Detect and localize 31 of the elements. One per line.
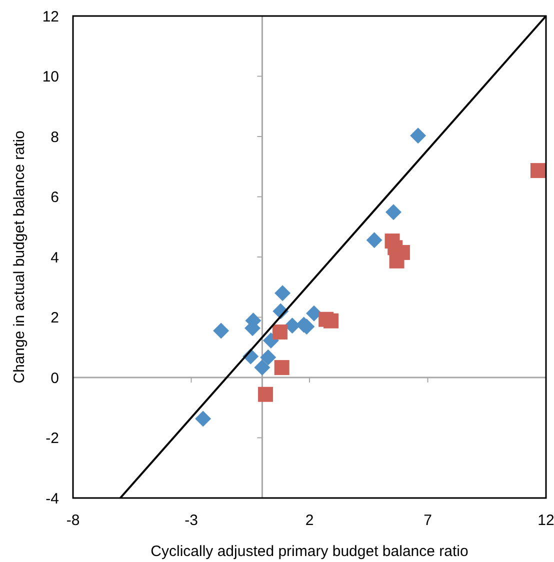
point xyxy=(274,360,290,376)
point xyxy=(306,305,322,322)
point xyxy=(195,410,212,427)
x-tick-label: -3 xyxy=(184,512,198,529)
point xyxy=(272,324,288,340)
x-tick-label: 7 xyxy=(424,512,432,529)
point xyxy=(410,128,426,144)
y-tick-label: 6 xyxy=(50,189,59,206)
point xyxy=(260,349,276,366)
y-tick-label: 2 xyxy=(50,310,59,326)
point xyxy=(366,232,382,248)
y-tick-label: -2 xyxy=(46,430,59,447)
point xyxy=(324,313,339,328)
point xyxy=(213,322,230,339)
point xyxy=(254,360,270,376)
x-tick-label: 2 xyxy=(305,512,314,529)
x-axis-title: Cyclically adjusted primary budget balance ratio xyxy=(150,543,468,560)
point xyxy=(274,285,291,302)
point xyxy=(258,386,274,402)
x-tick-label: 12 xyxy=(538,512,554,529)
y-tick-label: 12 xyxy=(42,8,59,26)
y-tick-label: 0 xyxy=(50,370,59,387)
x-tick-label: -8 xyxy=(66,512,80,529)
point xyxy=(385,204,402,220)
y-axis-title: Change in actual budget balance ratio xyxy=(11,130,28,384)
y-tick-label: -4 xyxy=(46,490,59,508)
y-tick-label: 4 xyxy=(50,249,59,266)
y-tick-label: 10 xyxy=(42,68,59,86)
point xyxy=(389,253,404,268)
y-tick-label: 8 xyxy=(50,128,59,146)
point xyxy=(530,163,546,178)
